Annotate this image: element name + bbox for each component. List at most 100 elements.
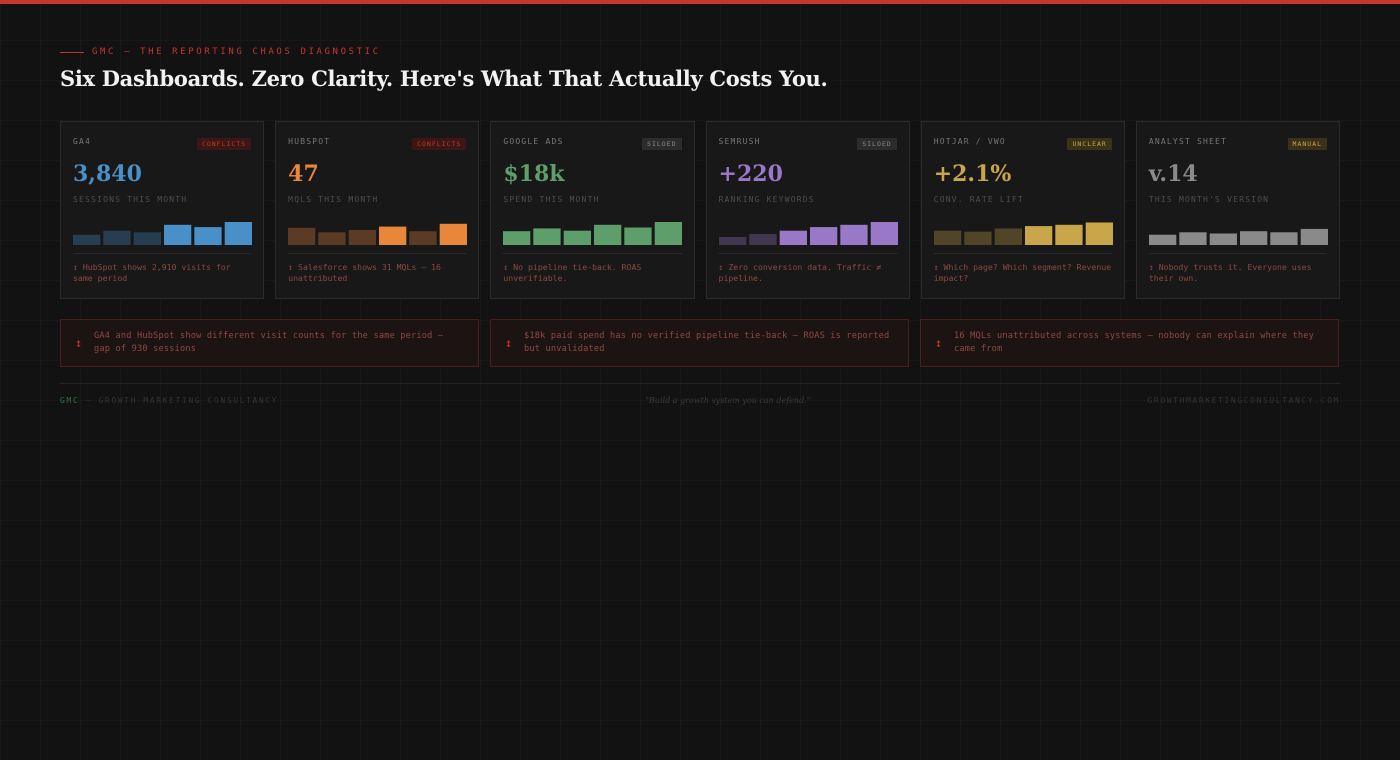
- card-note: ↕ No pipeline tie-back. ROAS unverifiabl…: [503, 262, 642, 283]
- eyebrow-dash: [60, 51, 84, 53]
- dashboard-cards: GA4 CONFLICTS 3,840 SESSIONS THIS MONTH …: [60, 121, 1341, 299]
- card-note: ↕ Salesforce shows 31 MQLs — 16 unattrib…: [288, 262, 441, 283]
- sparkbar: [718, 237, 746, 245]
- dashboard-card: GOOGLE ADS SILOED $18k SPEND THIS MONTH …: [490, 121, 695, 299]
- card-divider: [288, 253, 467, 254]
- card-divider: [503, 253, 682, 254]
- sparkbar: [318, 232, 346, 245]
- card-sparkbars: [503, 222, 683, 245]
- dashboard-card: GA4 CONFLICTS 3,840 SESSIONS THIS MONTH …: [60, 121, 265, 299]
- dashboard-card: ANALYST SHEET MANUAL v.14 THIS MONTH'S V…: [1135, 121, 1341, 299]
- sparkbar: [994, 228, 1022, 245]
- sparkbar: [1054, 224, 1083, 245]
- footer-tagline: "Build a growth system you can defend.": [645, 396, 811, 405]
- conflict-arrows-icon: ↕: [75, 336, 83, 350]
- sparkbar-chart: [73, 222, 252, 245]
- dashboard-card: HOTJAR / VWO UNCLEAR +2.1% CONV. RATE LI…: [920, 121, 1125, 299]
- card-divider: [933, 253, 1112, 254]
- card-source-name: HUBSPOT: [288, 137, 331, 146]
- sparkbar-chart: [718, 222, 898, 245]
- sparkbar: [73, 234, 101, 245]
- status-badge: CONFLICTS: [196, 138, 252, 150]
- page-title: Six Dashboards. Zero Clarity. Here's Wha…: [60, 66, 828, 91]
- card-source-name: HOTJAR / VWO: [933, 137, 1006, 146]
- sparkbar-chart: [503, 222, 683, 245]
- alert-row: ↕ GA4 and HubSpot show different visit c…: [60, 319, 1340, 367]
- card-divider: [1148, 253, 1328, 254]
- card-metric-label: SPEND THIS MONTH: [503, 195, 600, 204]
- sparkbar-chart: [933, 222, 1113, 245]
- sparkbar: [379, 226, 407, 245]
- sparkbar: [594, 224, 622, 245]
- sparkbar: [348, 230, 377, 245]
- sparkbar: [1148, 234, 1177, 245]
- footer-brand-mark: GMC: [60, 396, 80, 405]
- alert-text: GA4 and HubSpot show different visit cou…: [94, 331, 444, 354]
- sparkbar: [503, 231, 531, 245]
- card-header: ANALYST SHEET MANUAL: [1148, 135, 1328, 161]
- card-header: SEMRUSH SILOED: [719, 135, 897, 161]
- card-sparkbars: [288, 222, 468, 245]
- status-badge: SILOED: [642, 138, 682, 150]
- card-source-name: GOOGLE ADS: [503, 137, 564, 146]
- card-sparkbars: [73, 222, 252, 245]
- card-source-name: ANALYST SHEET: [1148, 137, 1228, 146]
- sparkbar: [933, 230, 961, 245]
- card-metric-value: 3,840: [73, 161, 142, 187]
- sparkbar: [164, 224, 192, 245]
- card-sparkbars: [933, 222, 1113, 245]
- sparkbar: [809, 227, 837, 245]
- sparkbar: [1024, 226, 1052, 245]
- card-metric-label: CONV. RATE LIFT: [933, 195, 1024, 204]
- conflict-arrows-icon: ↕: [505, 336, 513, 350]
- status-badge: MANUAL: [1287, 138, 1328, 150]
- top-accent-bar: [0, 0, 1400, 4]
- card-note: ↕ Zero conversion data. Traffic ≠ pipeli…: [718, 262, 882, 283]
- status-badge: UNCLEAR: [1067, 138, 1112, 150]
- sparkbar: [1270, 232, 1298, 245]
- footer-brand: GMC — GROWTH MARKETING CONSULTANCY: [60, 396, 278, 405]
- sparkbar: [963, 231, 992, 245]
- card-header: HOTJAR / VWO UNCLEAR: [934, 135, 1112, 161]
- alert-box: ↕ 16 MQLs unattributed across systems — …: [920, 319, 1339, 367]
- card-metric-label: SESSIONS THIS MONTH: [73, 195, 188, 204]
- sparkbar: [1085, 222, 1113, 245]
- sparkbar-chart: [1148, 228, 1328, 245]
- sparkbar: [624, 227, 652, 245]
- card-metric-label: THIS MONTH'S VERSION: [1148, 195, 1270, 204]
- card-metric-value: +220: [718, 161, 783, 187]
- footer: GMC — GROWTH MARKETING CONSULTANCY "Buil…: [60, 396, 1340, 405]
- sparkbar: [839, 224, 868, 245]
- card-metric-value: v.14: [1148, 161, 1198, 187]
- conflict-arrows-icon: ↕: [935, 336, 943, 350]
- sparkbar: [288, 227, 316, 245]
- sparkbar: [439, 223, 468, 245]
- alert-box: ↕ GA4 and HubSpot show different visit c…: [60, 319, 479, 367]
- sparkbar: [194, 227, 222, 245]
- sparkbar: [655, 222, 683, 245]
- card-metric-label: MQLS THIS MONTH: [288, 195, 379, 204]
- sparkbar: [103, 230, 131, 245]
- card-sparkbars: [1148, 222, 1328, 245]
- card-source-name: GA4: [73, 137, 92, 146]
- card-note: ↕ HubSpot shows 2,910 visits for same pe…: [73, 262, 231, 283]
- card-metric-value: 47: [288, 161, 319, 187]
- sparkbar-chart: [288, 223, 468, 245]
- sparkbar: [564, 230, 592, 245]
- sparkbar: [533, 228, 561, 245]
- sparkbar: [224, 222, 252, 245]
- alert-text: $18k paid spend has no verified pipeline…: [524, 331, 890, 354]
- card-header: GA4 CONFLICTS: [73, 135, 252, 161]
- footer-url[interactable]: GROWTHMARKETINGCONSULTANCY.COM: [1147, 396, 1340, 405]
- card-divider: [73, 253, 252, 254]
- card-note: ↕ Nobody trusts it. Everyone uses their …: [1148, 262, 1312, 283]
- card-metric-label: RANKING KEYWORDS: [718, 195, 815, 204]
- alert-text: 16 MQLs unattributed across systems — no…: [954, 331, 1315, 354]
- sparkbar: [779, 230, 807, 245]
- card-source-name: SEMRUSH: [718, 137, 761, 146]
- footer-divider: [60, 383, 1340, 384]
- dashboard-card: HUBSPOT CONFLICTS 47 MQLS THIS MONTH ↕ S…: [275, 121, 480, 299]
- dashboard-card: SEMRUSH SILOED +220 RANKING KEYWORDS ↕ Z…: [705, 121, 910, 299]
- status-badge: SILOED: [857, 138, 897, 150]
- card-sparkbars: [718, 222, 898, 245]
